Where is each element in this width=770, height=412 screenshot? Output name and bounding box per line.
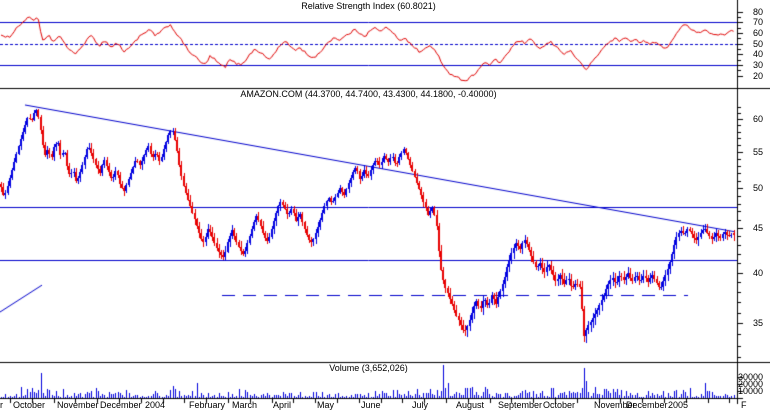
x-axis-month-label: April [273,400,292,410]
y-axis-label: 40 [752,267,763,278]
y-axis-label: 20000 [737,379,763,389]
x-axis-month-label: May [317,400,335,410]
y-axis-label: 30000 [737,372,763,382]
x-axis-month-label: r [0,400,3,410]
x-axis-month-label: 2005 [668,400,689,410]
x-axis-month-label: December [100,400,142,410]
x-axis-month-label: November [594,400,636,410]
y-axis-label: 40 [752,49,763,60]
x-axis-month-label: June [361,400,381,410]
volume-panel-title: Volume (3,652,026) [329,363,408,373]
y-axis-label: 55 [752,146,763,157]
y-axis-label: 80 [752,6,763,17]
x-axis-month-label: September [498,400,543,410]
x-axis-month-label: November [57,400,99,410]
x-axis-month-label: August [456,400,485,410]
y-axis-label: 20 [752,70,763,81]
x-axis-month-label: October [13,400,46,410]
y-axis-label: 30 [752,59,763,70]
x-axis-month-label: 2004 [145,400,166,410]
y-axis-label: 10000 [737,386,763,396]
x-axis-month-label: December [626,400,668,410]
x-axis-month-label: October [543,400,576,410]
y-axis-label: 60 [752,113,763,124]
rsi-panel-title: Relative Strength Index (60.8021) [301,1,436,11]
y-axis-label: 50 [752,183,763,194]
y-axis-label: 45 [752,222,763,233]
y-axis-label: 70 [752,17,763,28]
x-axis-month-label: July [412,400,429,410]
price-panel-title: AMAZON.COM (44.3700, 44.7400, 43.4300, 4… [240,89,497,99]
x-axis-month-label: March [232,400,258,410]
x-axis-month-label: F [741,400,747,410]
y-axis-label: 50 [752,38,763,49]
y-axis-label: 60 [752,28,763,38]
y-axis-label: 35 [752,318,763,329]
x-axis-month-label: February [189,400,226,410]
